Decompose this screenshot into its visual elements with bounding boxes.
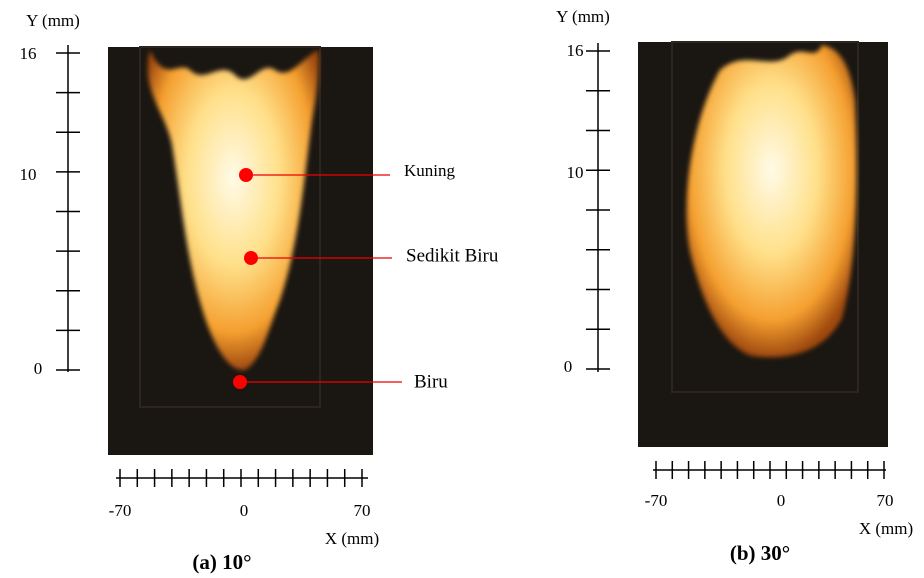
- flame: [687, 45, 857, 357]
- marker: [239, 168, 253, 182]
- x-tick-label: 0: [777, 491, 786, 510]
- marker: [233, 375, 247, 389]
- y-tick-label: 16: [20, 44, 37, 63]
- caption: (b) 30°: [730, 541, 790, 565]
- x-tick-label: 70: [354, 501, 371, 520]
- figure: Y (mm) 16 10 0 Kuning Sedikit Biru Biru …: [0, 0, 924, 578]
- caption: (a) 10°: [192, 550, 251, 574]
- annotation: Biru: [414, 371, 448, 392]
- panel-b: Y (mm) 16 10 0 -70 0 70 X (mm) (b) 30°: [556, 7, 913, 565]
- y-axis-label: Y (mm): [556, 7, 610, 26]
- x-tick-label: -70: [645, 491, 668, 510]
- x-axis-label: X (mm): [859, 519, 913, 538]
- x-tick-label: 0: [240, 501, 249, 520]
- y-tick-label: 10: [567, 163, 584, 182]
- y-tick-label: 16: [567, 41, 584, 60]
- x-axis-label: X (mm): [325, 529, 379, 548]
- x-tick-label: 70: [877, 491, 894, 510]
- y-tick-label: 0: [564, 357, 573, 376]
- annotation: Sedikit Biru: [406, 245, 499, 266]
- panel-a: Y (mm) 16 10 0 Kuning Sedikit Biru Biru …: [20, 11, 499, 574]
- y-tick-label: 10: [20, 165, 37, 184]
- marker: [244, 251, 258, 265]
- y-tick-label: 0: [34, 359, 43, 378]
- annotation: Kuning: [404, 161, 456, 180]
- y-axis-label: Y (mm): [26, 11, 80, 30]
- x-tick-label: -70: [109, 501, 132, 520]
